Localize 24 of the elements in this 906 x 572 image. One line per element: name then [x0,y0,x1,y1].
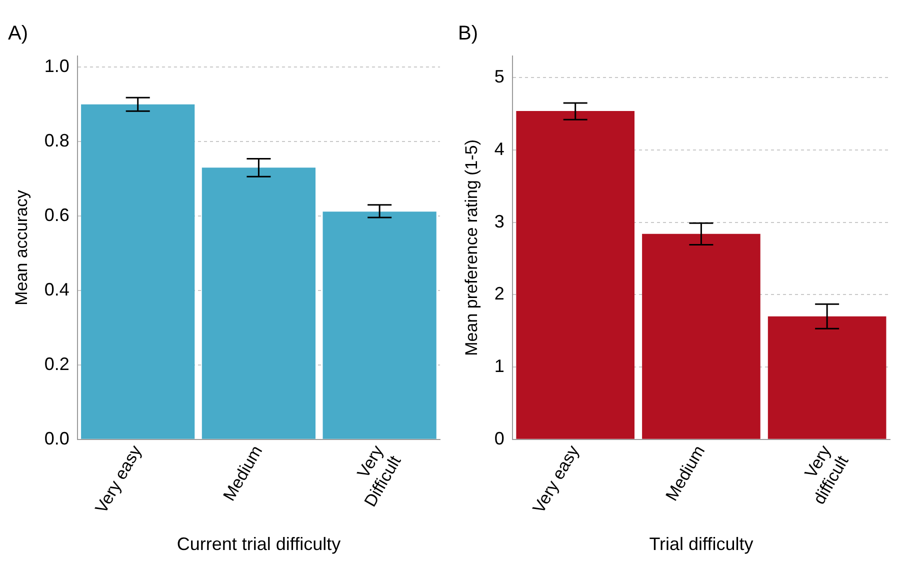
chart-title: A) [8,22,28,45]
bar [202,168,316,439]
y-tick-label: 0.8 [44,130,70,151]
y-tick-label: 2 [494,284,504,304]
chart-title: B) [458,22,478,45]
y-tick-label: 0.6 [44,205,70,226]
bar [642,234,760,439]
y-tick-label: 1.0 [44,56,70,76]
y-tick-label: 0.2 [44,354,70,374]
y-tick-label: 3 [494,211,504,232]
y-tick-label: 0.4 [44,279,70,300]
y-tick-label: 1 [494,356,504,376]
y-tick-label: 5 [494,66,504,87]
y-axis-title: Mean preference rating (1-5) [462,139,481,356]
bar [516,110,634,439]
y-tick-label: 0.0 [44,428,70,448]
x-axis-title: Current trial difficulty [176,534,341,554]
y-axis-title: Mean accuracy [12,190,31,306]
bar [322,212,436,439]
bar [768,316,886,439]
y-tick-label: 0 [494,428,504,448]
y-tick-label: 4 [494,139,504,159]
bar [81,104,195,439]
x-axis-title: Trial difficulty [649,534,754,554]
